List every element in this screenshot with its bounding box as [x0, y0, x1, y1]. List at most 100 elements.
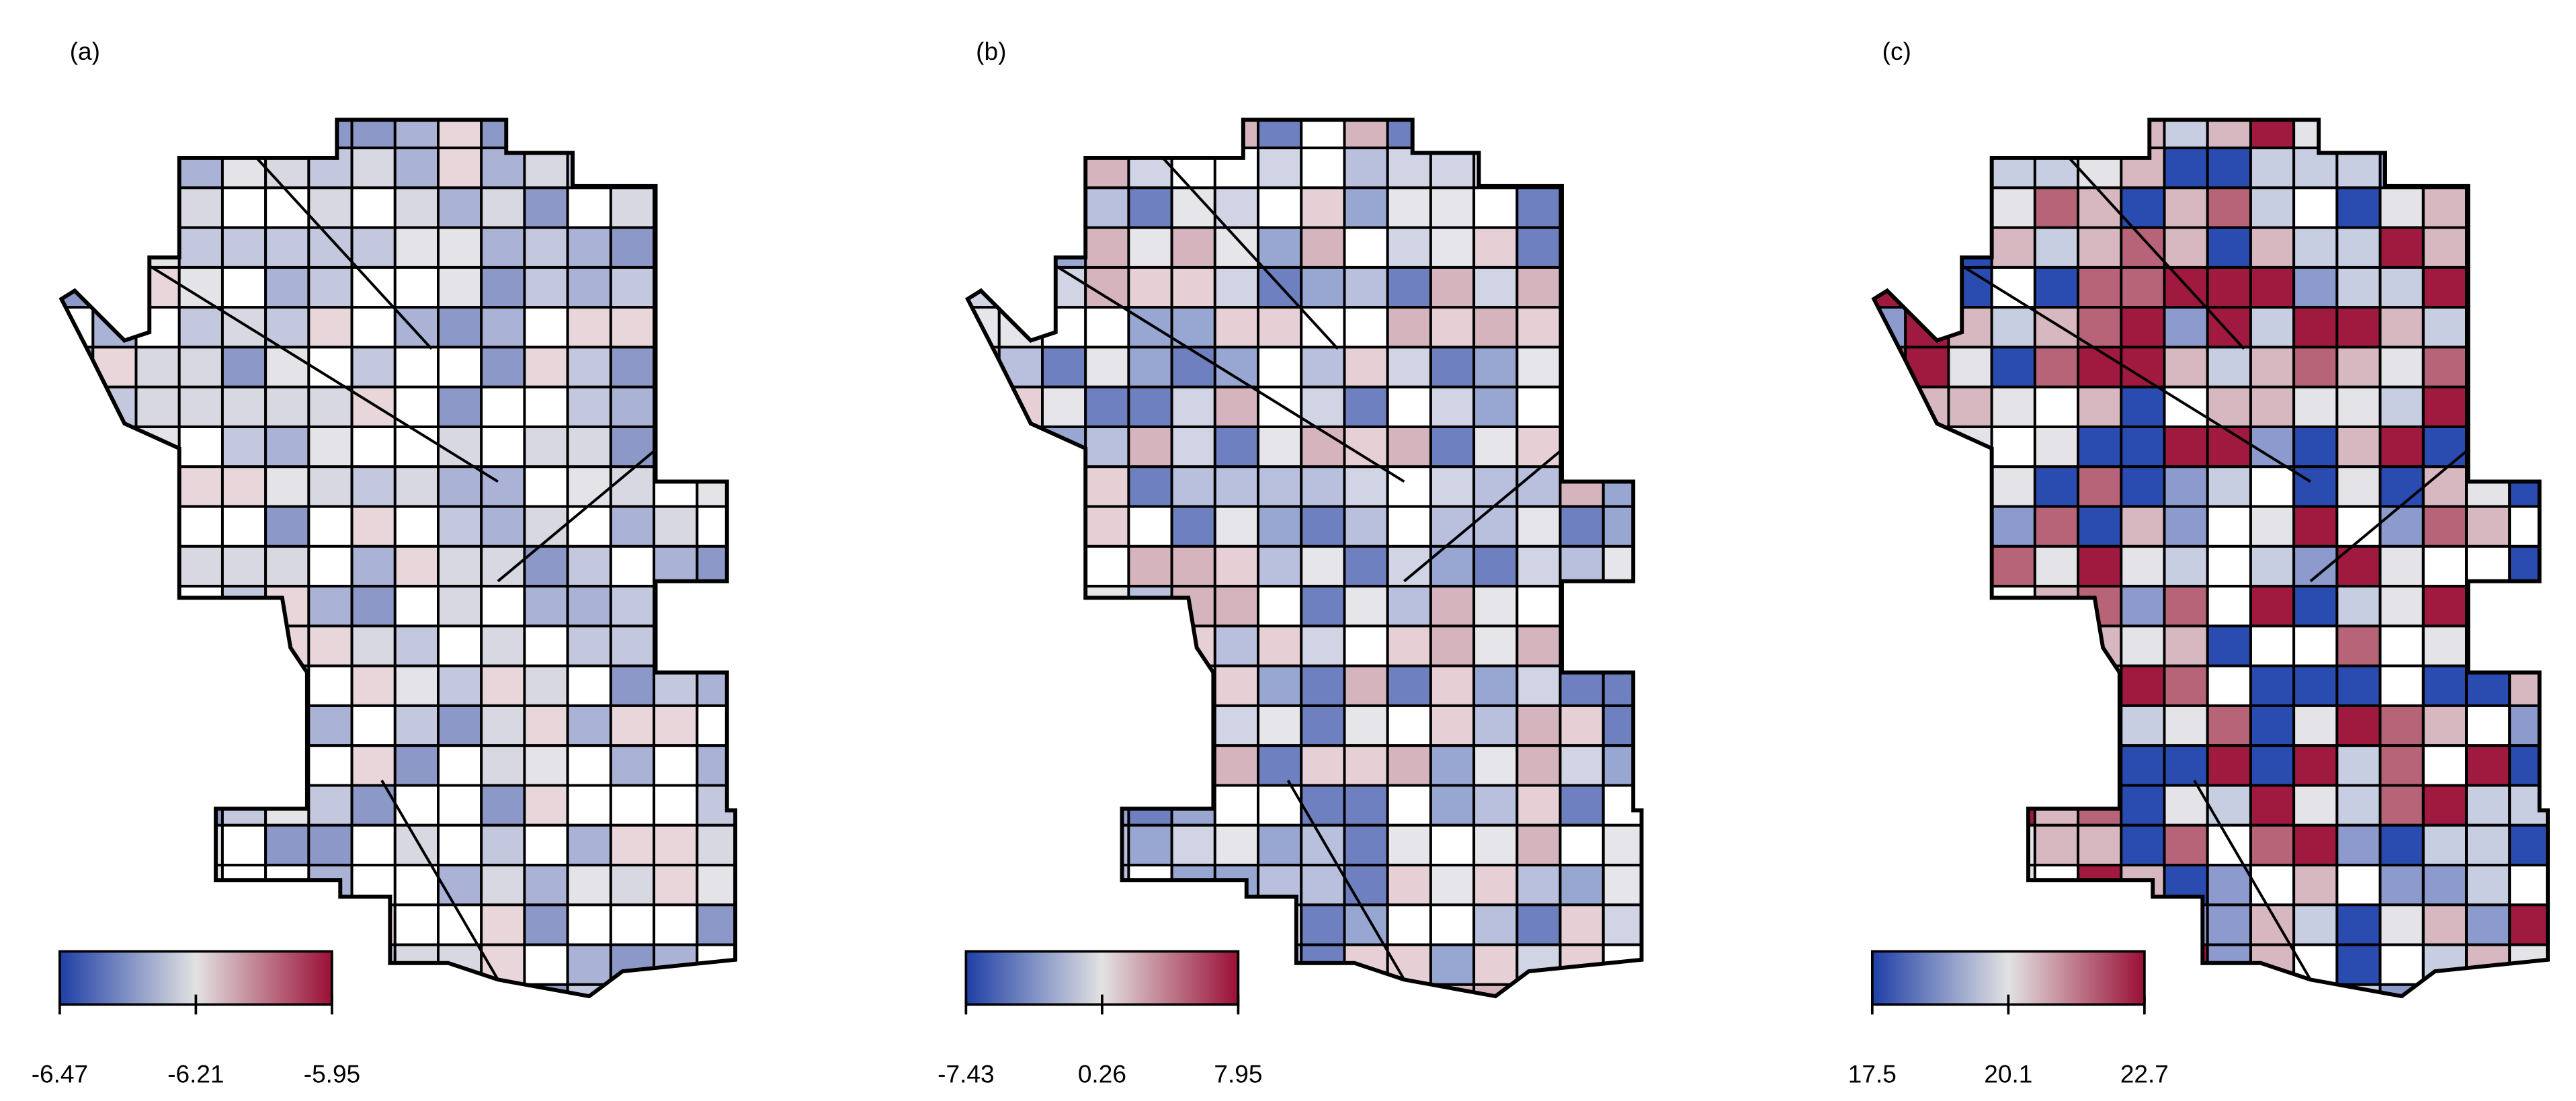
district	[91, 784, 138, 827]
district	[523, 585, 569, 628]
district	[740, 706, 783, 745]
district	[2508, 385, 2548, 428]
district	[2206, 544, 2252, 588]
district	[2378, 266, 2425, 309]
district	[2335, 943, 2382, 986]
district	[1213, 505, 1260, 548]
district	[2335, 744, 2382, 787]
district	[1947, 664, 1993, 707]
district	[1343, 425, 1389, 468]
colorbar-tick-label: -5.95	[304, 1060, 360, 1088]
colorbar-tick-label: 0.26	[1078, 1060, 1126, 1088]
district	[2421, 465, 2468, 508]
district	[2552, 188, 2576, 227]
district	[177, 624, 224, 667]
district	[2120, 425, 2166, 468]
district	[1515, 624, 1562, 667]
district	[2077, 744, 2123, 787]
district	[61, 226, 95, 269]
district	[1300, 744, 1346, 787]
district	[1647, 626, 1690, 665]
district	[2249, 385, 2296, 428]
district	[91, 903, 138, 946]
district	[2465, 983, 2511, 997]
district	[2421, 266, 2468, 309]
district	[2292, 266, 2339, 309]
district	[1343, 465, 1389, 508]
district	[1602, 147, 1642, 190]
district	[480, 784, 526, 827]
district	[1559, 864, 1605, 907]
district	[523, 664, 569, 707]
district	[61, 505, 95, 548]
district	[2163, 744, 2209, 787]
district	[1559, 465, 1605, 508]
district	[1647, 148, 1690, 188]
district	[350, 585, 397, 628]
district	[393, 266, 440, 309]
district	[1472, 186, 1519, 229]
district	[523, 744, 569, 787]
district	[1127, 186, 1173, 229]
district	[1602, 186, 1642, 229]
district	[2421, 186, 2468, 229]
district	[61, 864, 95, 907]
district	[2552, 626, 2576, 665]
district	[1990, 544, 2036, 588]
district	[1429, 120, 1476, 150]
district	[1127, 306, 1173, 349]
district	[350, 345, 397, 389]
district	[2077, 226, 2123, 269]
district	[1602, 345, 1642, 389]
district	[1343, 585, 1389, 628]
district	[307, 823, 354, 866]
district	[1874, 664, 1907, 707]
district	[1386, 864, 1432, 907]
district	[1386, 465, 1432, 508]
district	[967, 505, 1001, 548]
district	[1127, 864, 1173, 907]
district	[1386, 505, 1432, 548]
district	[997, 226, 1044, 269]
district	[2421, 306, 2468, 349]
district	[1602, 823, 1642, 866]
district	[2508, 266, 2548, 309]
district	[2120, 147, 2166, 190]
district	[566, 345, 612, 389]
district	[1515, 465, 1562, 508]
district	[264, 226, 310, 269]
district	[2163, 226, 2209, 269]
district	[1084, 345, 1130, 389]
district	[134, 864, 181, 907]
road-boundary	[1054, 264, 1405, 483]
district	[2378, 983, 2425, 997]
district	[307, 147, 354, 190]
district	[307, 425, 354, 468]
district	[2292, 864, 2339, 907]
district	[1947, 385, 1993, 428]
district	[1170, 664, 1216, 707]
district	[2206, 585, 2252, 628]
district	[1515, 147, 1562, 190]
district	[740, 228, 783, 268]
district	[1990, 120, 2036, 150]
district	[393, 120, 440, 150]
district	[609, 585, 656, 628]
district	[523, 704, 569, 747]
district	[2552, 706, 2576, 745]
district	[653, 147, 699, 190]
district	[350, 823, 397, 866]
district	[2292, 664, 2339, 707]
district	[1602, 704, 1642, 747]
district	[1084, 306, 1130, 349]
district	[220, 226, 267, 269]
district	[1300, 465, 1346, 508]
district	[2421, 147, 2468, 190]
district	[2421, 943, 2468, 986]
district	[393, 345, 440, 389]
district	[61, 784, 95, 827]
district	[1213, 624, 1260, 667]
district	[2552, 228, 2576, 268]
district	[2552, 546, 2576, 586]
